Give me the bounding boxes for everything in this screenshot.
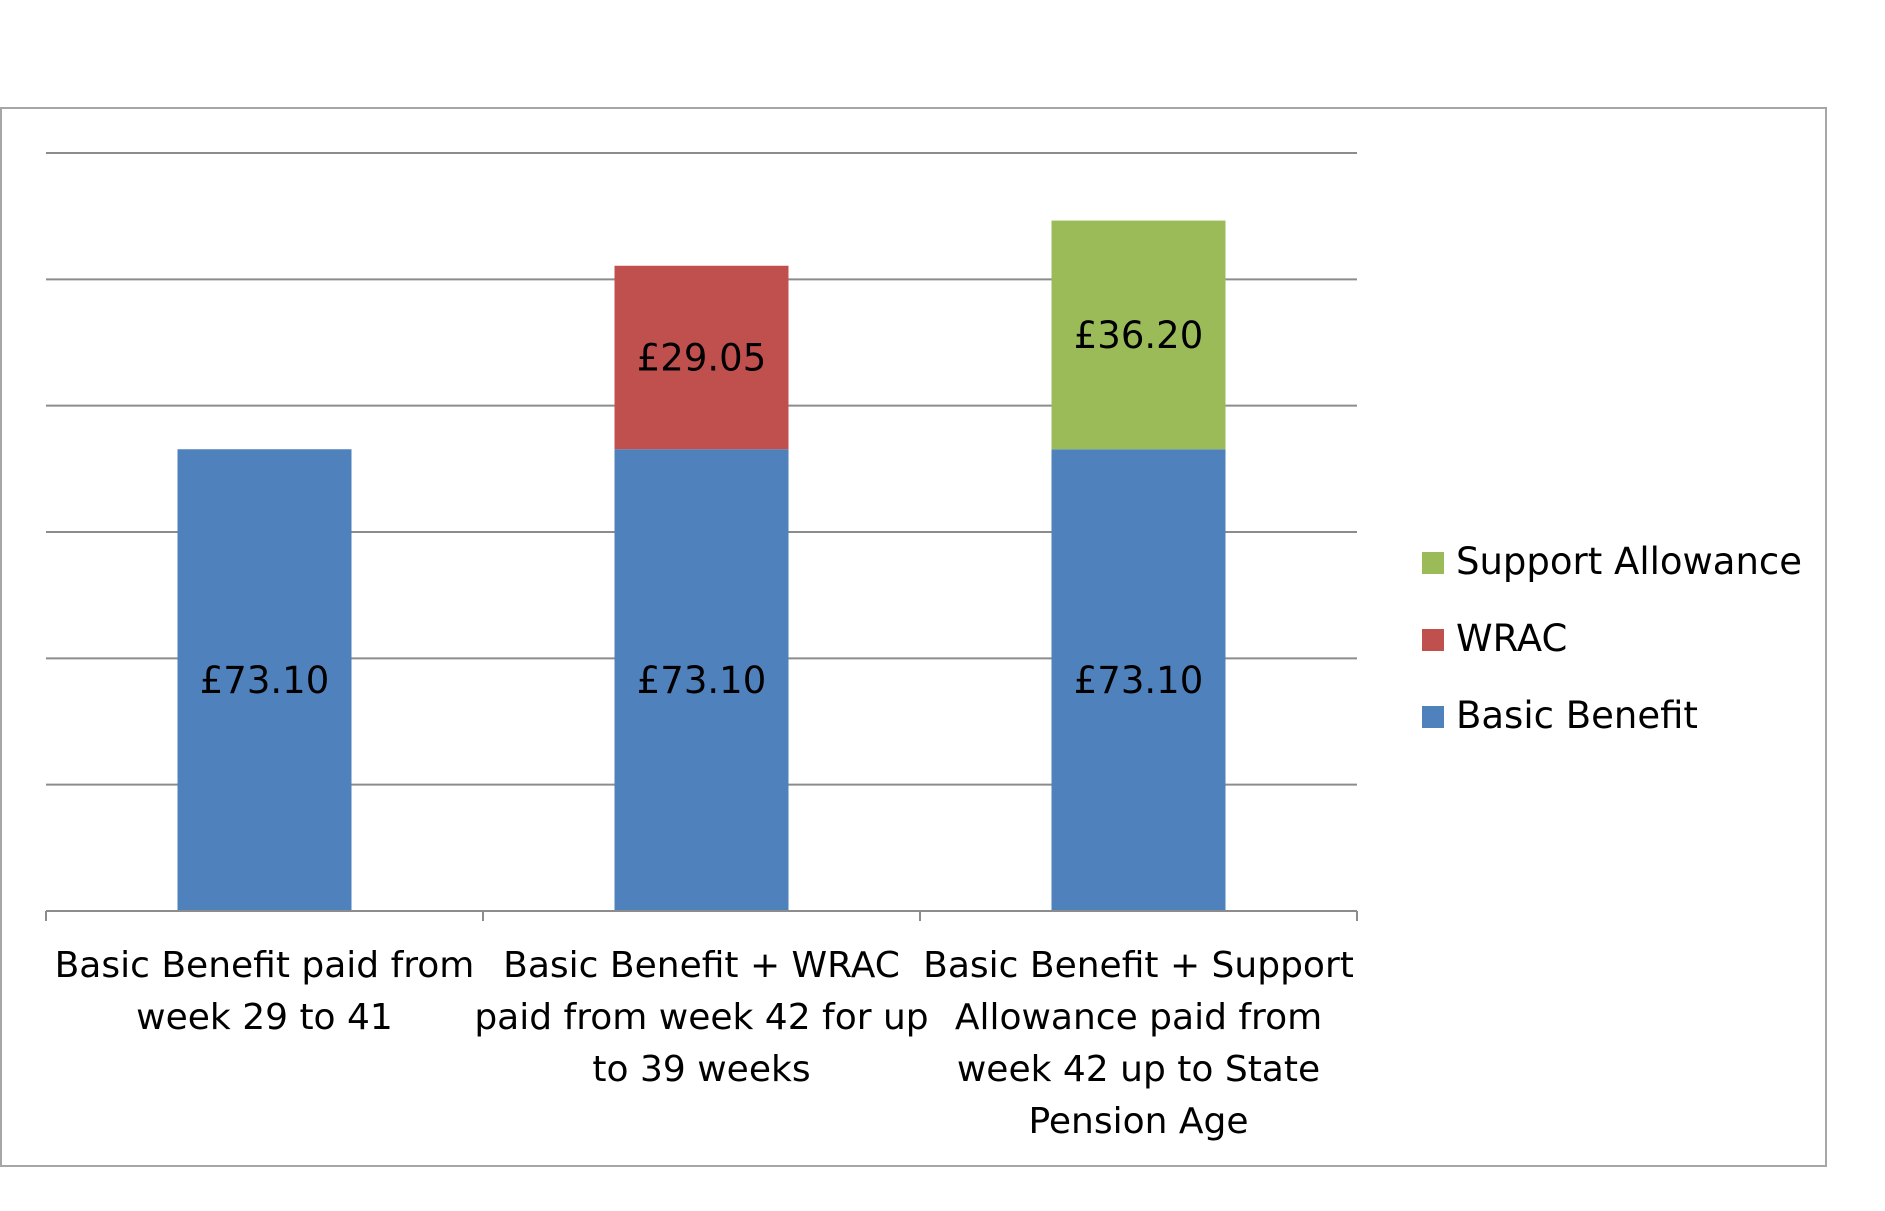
legend-label: WRAC	[1456, 617, 1567, 660]
legend-swatch	[1422, 706, 1444, 728]
data-label: £73.10	[637, 659, 766, 702]
data-label: £73.10	[1074, 659, 1203, 702]
category-label: Basic Benefit paid from week 29 to 41	[55, 945, 475, 1038]
category-label: Basic Benefit + WRAC paid from week 42 fo…	[474, 945, 928, 1090]
bar-basic-benefit-3	[1051, 449, 1226, 911]
x-axis	[45, 910, 1358, 921]
data-label: £36.20	[1074, 314, 1203, 357]
category-labels: Basic Benefit paid from week 29 to 41Basi…	[55, 945, 1354, 1142]
legend-label: Support Allowance	[1456, 540, 1802, 583]
data-label: £29.05	[637, 337, 766, 380]
legend: Support Allowance WRAC Basic Benefit	[1422, 540, 1802, 737]
data-label: £73.10	[200, 659, 329, 702]
bar-support-allowance-3	[1051, 220, 1226, 450]
legend-label: Basic Benefit	[1456, 694, 1698, 737]
bar-basic-benefit-2	[614, 449, 789, 911]
data-labels: £73.10 £73.10 £29.05 £73.10 £36.20	[200, 314, 1203, 702]
legend-swatch	[1422, 552, 1444, 574]
bar-wrac-2	[614, 265, 789, 450]
bar-basic-benefit-1	[177, 449, 352, 911]
category-label: Basic Benefit + Support Allowance paid fr…	[923, 945, 1354, 1142]
bars	[177, 220, 1226, 911]
legend-swatch	[1422, 629, 1444, 651]
